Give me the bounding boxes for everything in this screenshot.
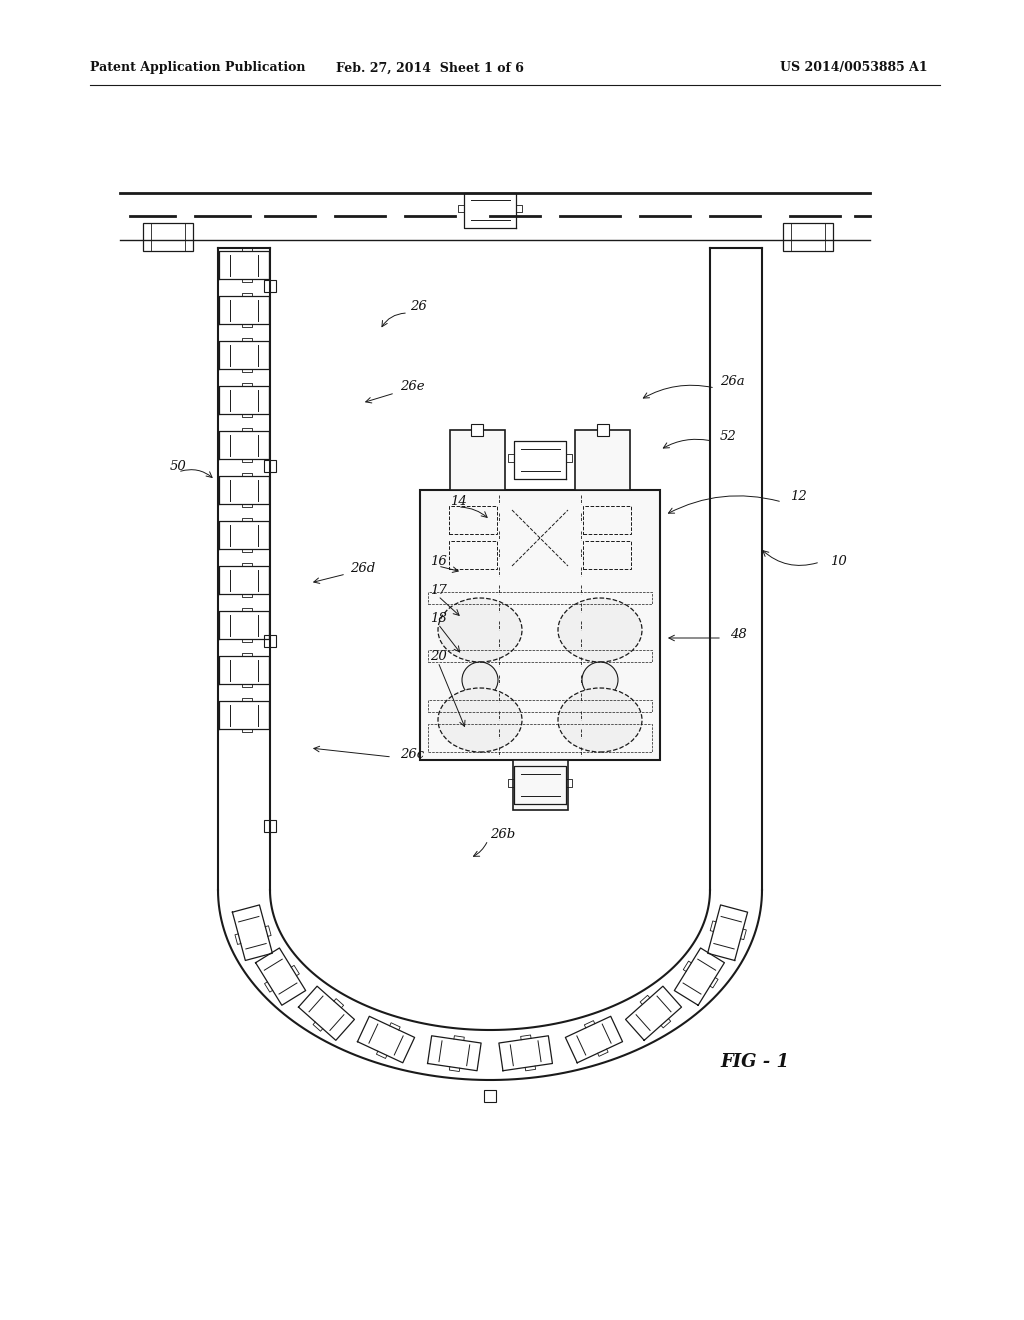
Bar	[597, 424, 609, 436]
Text: 14: 14	[450, 495, 467, 508]
Text: 20: 20	[430, 649, 446, 663]
Text: 26c: 26c	[400, 748, 424, 762]
Bar	[783, 223, 833, 251]
Text: 12: 12	[790, 490, 807, 503]
Bar	[450, 430, 505, 490]
Bar	[449, 541, 497, 569]
Bar	[471, 424, 483, 436]
Text: 17: 17	[430, 583, 446, 597]
Bar	[143, 223, 193, 251]
Ellipse shape	[558, 688, 642, 752]
Bar	[264, 459, 276, 473]
Bar	[584, 506, 631, 535]
Text: 48: 48	[730, 628, 746, 642]
Text: 26: 26	[410, 300, 427, 313]
Text: 16: 16	[430, 554, 446, 568]
Bar	[575, 430, 630, 490]
Text: 10: 10	[830, 554, 847, 568]
Bar	[428, 591, 652, 605]
Bar	[428, 649, 652, 663]
Ellipse shape	[558, 598, 642, 663]
Text: 26e: 26e	[400, 380, 425, 393]
Circle shape	[462, 663, 498, 698]
Bar	[428, 723, 652, 752]
Bar	[449, 506, 497, 535]
Bar	[264, 635, 276, 647]
Text: 52: 52	[720, 430, 736, 444]
Bar	[513, 760, 568, 810]
Text: 50: 50	[170, 459, 186, 473]
Bar	[264, 820, 276, 832]
Text: 26a: 26a	[720, 375, 744, 388]
Bar	[428, 700, 652, 711]
Circle shape	[582, 663, 618, 698]
Text: FIG - 1: FIG - 1	[721, 1053, 790, 1071]
Bar	[584, 541, 631, 569]
Bar	[484, 1090, 496, 1102]
Text: Feb. 27, 2014  Sheet 1 of 6: Feb. 27, 2014 Sheet 1 of 6	[336, 62, 524, 74]
Ellipse shape	[438, 688, 522, 752]
Bar	[264, 280, 276, 292]
Ellipse shape	[438, 598, 522, 663]
Bar	[420, 490, 660, 760]
Text: 26d: 26d	[350, 562, 375, 576]
Text: Patent Application Publication: Patent Application Publication	[90, 62, 305, 74]
Text: 18: 18	[430, 612, 446, 624]
Text: US 2014/0053885 A1: US 2014/0053885 A1	[780, 62, 928, 74]
Text: 26b: 26b	[490, 828, 515, 841]
